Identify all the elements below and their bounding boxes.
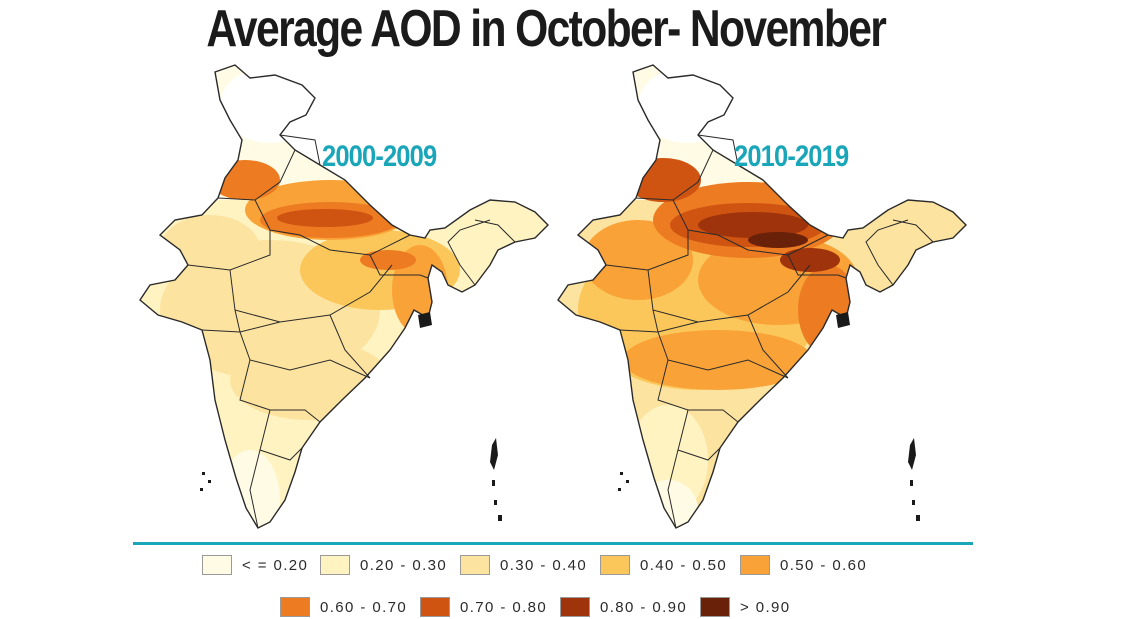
legend-swatch bbox=[560, 597, 590, 617]
legend-swatch bbox=[320, 555, 350, 575]
india-map-2010-2019 bbox=[557, 64, 967, 529]
legend-label: 0.80 - 0.90 bbox=[600, 598, 688, 616]
india-map-2000-2009 bbox=[139, 64, 549, 529]
legend-item: < = 0.20 bbox=[202, 555, 308, 575]
legend-item: > 0.90 bbox=[700, 597, 791, 617]
legend-item: 0.60 - 0.70 bbox=[280, 597, 407, 617]
legend-swatch bbox=[600, 555, 630, 575]
legend-label: 0.40 - 0.50 bbox=[640, 556, 728, 574]
legend-swatch bbox=[280, 597, 310, 617]
legend-label: 0.30 - 0.40 bbox=[500, 556, 588, 574]
period-label-right: 2010-2019 bbox=[734, 140, 849, 173]
legend-swatch bbox=[740, 555, 770, 575]
legend-swatch bbox=[700, 597, 730, 617]
legend-item: 0.40 - 0.50 bbox=[600, 555, 727, 575]
legend-item: 0.80 - 0.90 bbox=[560, 597, 687, 617]
legend-label: 0.60 - 0.70 bbox=[320, 598, 408, 616]
divider-line bbox=[133, 542, 973, 545]
legend-item: 0.20 - 0.30 bbox=[320, 555, 447, 575]
chart-title: Average AOD in October- November bbox=[206, 0, 887, 58]
legend-item: 0.50 - 0.60 bbox=[740, 555, 867, 575]
legend-swatch bbox=[460, 555, 490, 575]
legend-label: < = 0.20 bbox=[242, 556, 309, 574]
legend-swatch bbox=[420, 597, 450, 617]
legend-label: > 0.90 bbox=[740, 598, 791, 616]
legend-label: 0.50 - 0.60 bbox=[780, 556, 868, 574]
legend-item: 0.70 - 0.80 bbox=[420, 597, 547, 617]
legend-label: 0.20 - 0.30 bbox=[360, 556, 448, 574]
legend-item: 0.30 - 0.40 bbox=[460, 555, 587, 575]
legend-swatch bbox=[202, 555, 232, 575]
legend-label: 0.70 - 0.80 bbox=[460, 598, 548, 616]
period-label-left: 2000-2009 bbox=[322, 140, 437, 173]
